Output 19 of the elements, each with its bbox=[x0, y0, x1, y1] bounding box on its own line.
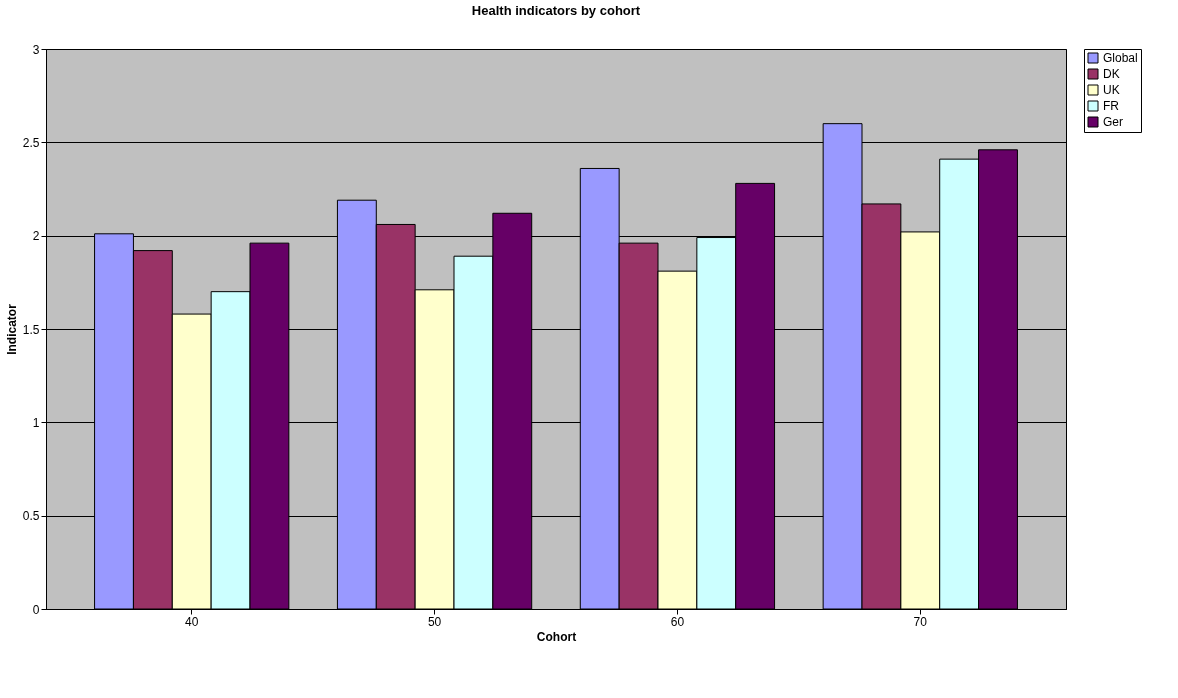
y-tick-label: 2 bbox=[32, 229, 40, 244]
x-tick-label: 70 bbox=[913, 614, 928, 629]
x-tick-label: 60 bbox=[670, 614, 685, 629]
legend-label: DK bbox=[1103, 67, 1120, 81]
y-tick-label: 3 bbox=[32, 42, 40, 57]
x-tick-label: 50 bbox=[427, 614, 442, 629]
legend-label: UK bbox=[1103, 83, 1120, 97]
y-tick-label: 1.5 bbox=[22, 322, 40, 337]
x-axis-title: Cohort bbox=[536, 629, 577, 644]
y-tick-label: 0 bbox=[32, 602, 40, 617]
legend-label: FR bbox=[1103, 99, 1120, 113]
y-tick-label: 2.5 bbox=[22, 135, 40, 150]
y-tick-label: 0.5 bbox=[22, 509, 40, 524]
y-axis-title: Indicator bbox=[4, 303, 19, 355]
legend-label: Global bbox=[1103, 51, 1138, 65]
legend-label: Ger bbox=[1103, 115, 1124, 129]
x-tick-label: 40 bbox=[185, 614, 199, 629]
chart-title: Health indicators by cohort bbox=[471, 3, 641, 18]
y-tick-label: 1 bbox=[32, 415, 40, 430]
